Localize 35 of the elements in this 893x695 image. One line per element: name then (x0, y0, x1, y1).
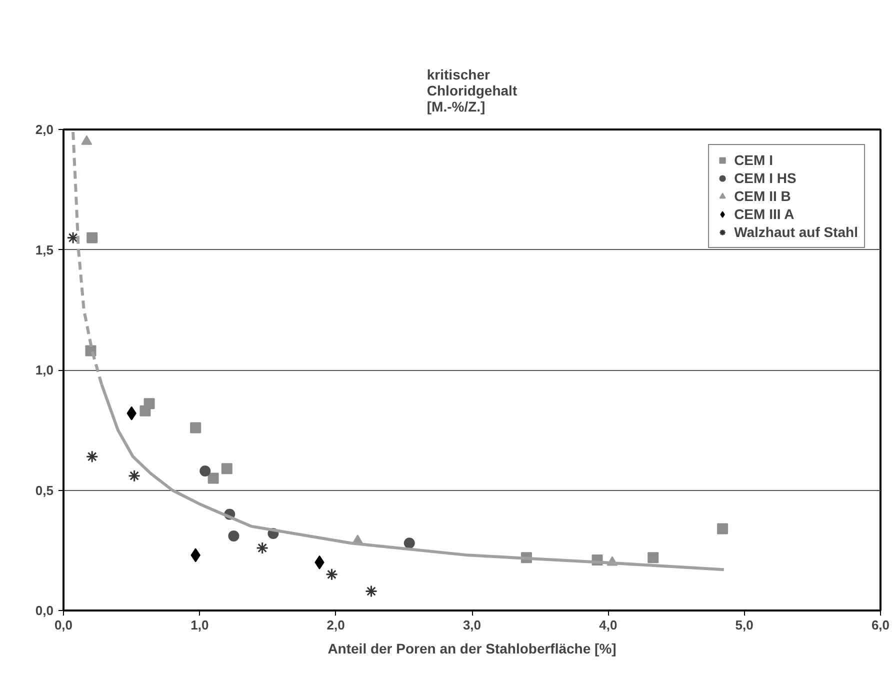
y-tick-label: 1,0 (35, 362, 54, 378)
point (190, 422, 202, 434)
x-tick-label: 3,0 (462, 618, 482, 632)
legend-label: CEM II B (734, 187, 791, 205)
point (86, 450, 98, 463)
legend-label: CEM I (734, 151, 773, 169)
point (326, 568, 338, 581)
y-tick-label: 1,5 (35, 242, 54, 258)
x-axis-title: Anteil der Poren an der Stahloberfläche [%] (328, 640, 616, 656)
x-tick-label: 4,0 (599, 618, 618, 632)
point (200, 466, 211, 476)
point (256, 542, 269, 554)
y-axis-title: kritischer Chloridgehalt [M.-%/Z.] (426, 66, 518, 114)
point (128, 470, 141, 482)
x-tick-label: 2,0 (326, 618, 345, 632)
point (228, 530, 240, 542)
legend-label: Walzhaut auf Stahl (734, 223, 858, 241)
point (717, 523, 728, 534)
point (208, 472, 219, 484)
point (648, 552, 659, 564)
x-tick-label: 5,0 (735, 618, 754, 632)
x-tick-label: 0,0 (54, 618, 73, 632)
x-tick-label: 1,0 (190, 618, 209, 632)
legend-label: CEM I HS (734, 169, 796, 187)
point (86, 232, 98, 244)
y-tick-label: 2,0 (35, 122, 54, 137)
point (364, 585, 378, 598)
y-tick-label: 0,5 (35, 482, 54, 498)
point (404, 538, 415, 549)
y-tick-label: 0,0 (35, 603, 54, 618)
legend-label: CEM III A (734, 205, 794, 223)
x-tick-label: 6,0 (871, 618, 890, 632)
point (221, 463, 232, 474)
point (81, 135, 92, 145)
point (144, 398, 155, 410)
